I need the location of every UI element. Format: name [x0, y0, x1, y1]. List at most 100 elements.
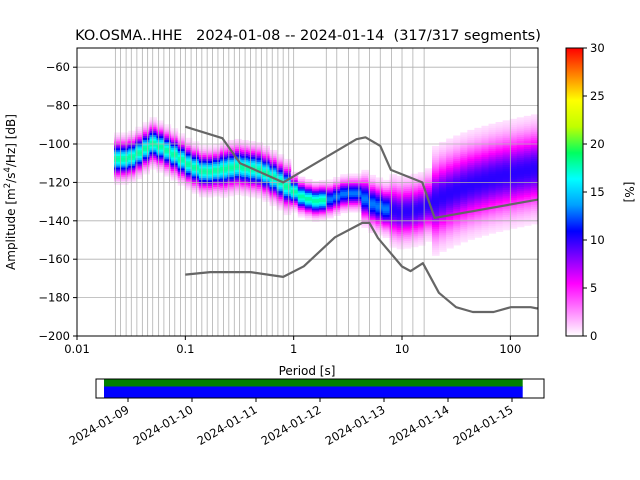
- heatmap-cell: [460, 232, 468, 235]
- heatmap-cell: [396, 216, 405, 219]
- heatmap-cell: [460, 222, 468, 226]
- heatmap-cell: [297, 182, 306, 185]
- heatmap-cell: [114, 145, 122, 149]
- ppsd-plot: 0.01 0.1 1 10 100 −200−180−160−140−120−100−8…: [3, 47, 539, 378]
- heatmap-cell: [460, 226, 468, 229]
- heatmap-cell: [382, 212, 391, 215]
- heatmap-cell: [375, 177, 384, 180]
- heatmap-cell: [375, 196, 384, 200]
- heatmap-cell: [163, 166, 172, 169]
- heatmap-cell: [283, 189, 292, 193]
- heatmap-cell: [446, 207, 454, 211]
- heatmap-cell: [446, 146, 454, 149]
- heatmap-cell: [156, 124, 165, 127]
- heatmap-cell: [439, 197, 447, 201]
- heatmap-cell: [417, 231, 426, 235]
- heatmap-cell: [276, 161, 285, 165]
- heatmap-cell: [439, 191, 447, 195]
- heatmap-cell: [283, 193, 292, 196]
- heatmap-cell: [516, 188, 525, 191]
- heatmap-cell: [318, 186, 327, 189]
- heatmap-cell: [481, 210, 490, 213]
- heatmap-cell: [297, 205, 306, 208]
- heatmap-cell: [516, 194, 525, 197]
- heatmap-cell: [121, 172, 129, 176]
- heatmap-cell: [262, 159, 271, 162]
- heatmap-cell: [474, 139, 482, 142]
- heatmap-cell: [439, 141, 447, 145]
- heatmap-cell: [509, 174, 518, 177]
- heatmap-cell: [361, 194, 369, 198]
- heatmap-cell: [297, 213, 306, 216]
- heatmap-cell: [403, 236, 412, 240]
- heatmap-cell: [184, 176, 193, 179]
- heatmap-cell: [453, 229, 461, 232]
- heatmap-cell: [163, 139, 172, 143]
- heatmap-cell: [198, 185, 207, 188]
- heatmap-cell: [248, 169, 256, 173]
- heatmap-cell: [474, 200, 482, 204]
- heatmap-cell: [128, 142, 136, 145]
- heatmap-cell: [516, 169, 525, 172]
- heatmap-cell: [417, 218, 426, 221]
- heatmap-cell: [417, 202, 426, 206]
- heatmap-cell: [389, 216, 398, 219]
- heatmap-cell: [417, 225, 426, 229]
- heatmap-cell: [347, 177, 355, 180]
- heatmap-cell: [530, 139, 538, 142]
- heatmap-cell: [481, 223, 490, 227]
- heatmap-cell: [227, 153, 235, 156]
- heatmap-cell: [121, 142, 129, 145]
- heatmap-cell: [198, 158, 207, 161]
- heatmap-cell: [488, 144, 497, 148]
- heatmap-cell: [530, 116, 538, 119]
- heatmap-cell: [523, 177, 532, 180]
- heatmap-cell: [467, 191, 475, 194]
- heatmap-cell: [290, 179, 299, 182]
- heatmap-cell: [311, 217, 320, 221]
- heatmap-cell: [460, 201, 468, 204]
- heatmap-cell: [368, 192, 377, 195]
- heatmap-cell: [368, 211, 377, 214]
- chart-title: KO.OSMA..HHE 2024-01-08 -- 2024-01-14 (3…: [75, 28, 541, 44]
- heatmap-cell: [248, 154, 256, 158]
- heatmap-cell: [234, 152, 242, 155]
- heatmap-cell: [523, 125, 532, 128]
- heatmap-cell: [396, 246, 405, 250]
- heatmap-cell: [128, 155, 136, 159]
- heatmap-cell: [467, 181, 475, 185]
- heatmap-cell: [502, 199, 511, 202]
- heatmap-cell: [460, 184, 468, 187]
- heatmap-cell: [205, 154, 214, 158]
- heatmap-cell: [467, 151, 475, 154]
- y-tick-label: −160: [38, 252, 70, 266]
- heatmap-cell: [439, 224, 447, 227]
- heatmap-cell: [467, 135, 475, 139]
- heatmap-cell: [149, 124, 157, 128]
- heatmap-cell: [516, 171, 525, 174]
- heatmap-cell: [453, 137, 461, 140]
- heatmap-cell: [269, 186, 278, 189]
- heatmap-cell: [488, 185, 497, 188]
- heatmap-cell: [368, 186, 377, 189]
- heatmap-cell: [467, 202, 475, 206]
- heatmap-cell: [255, 182, 263, 186]
- heatmap-cell: [417, 187, 426, 191]
- heatmap-cell: [495, 141, 504, 144]
- heatmap-cell: [354, 187, 362, 190]
- heatmap-cell: [191, 154, 200, 158]
- heatmap-cell: [410, 239, 419, 242]
- heatmap-cell: [368, 230, 377, 233]
- heatmap-cell: [135, 155, 143, 158]
- heatmap-cell: [248, 141, 256, 144]
- heatmap-cell: [488, 196, 497, 200]
- heatmap-cell: [530, 202, 538, 206]
- heatmap-cell: [354, 210, 362, 213]
- heatmap-cell: [481, 169, 490, 173]
- heatmap-cell: [467, 193, 475, 196]
- heatmap-cell: [318, 213, 327, 216]
- heatmap-cell: [163, 154, 172, 158]
- heatmap-cell: [311, 188, 320, 192]
- heatmap-cell: [509, 224, 518, 227]
- heatmap-cell: [255, 196, 263, 199]
